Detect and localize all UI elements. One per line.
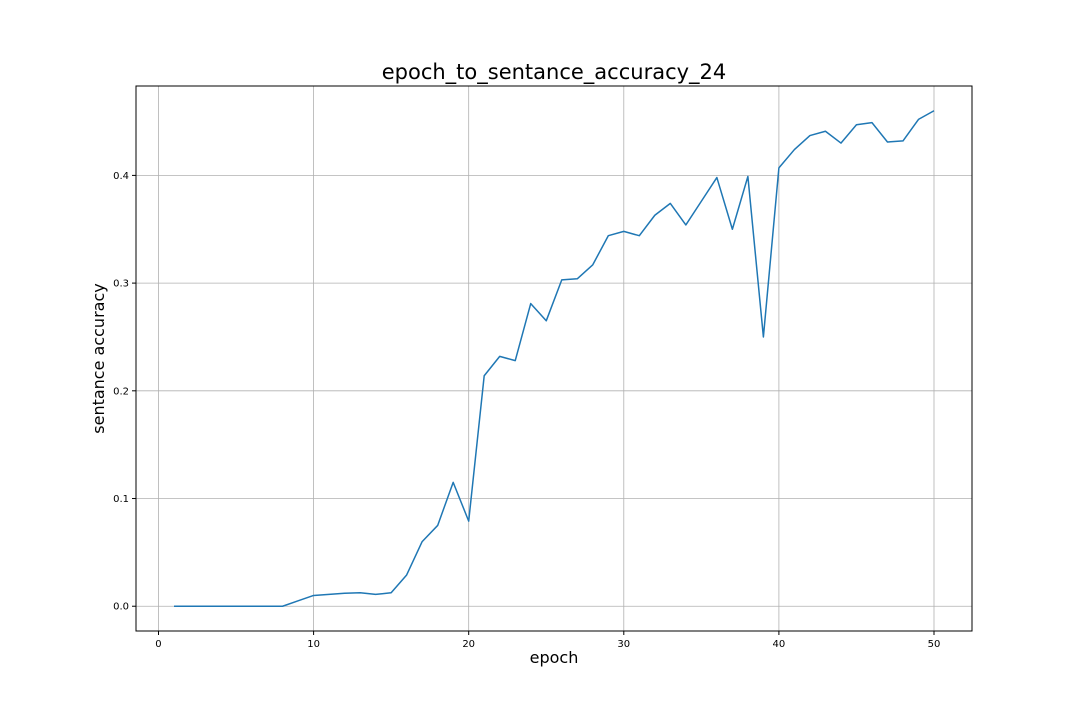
chart-title: epoch_to_sentance_accuracy_24 [382, 60, 727, 85]
y-tick-label: 0.4 [113, 171, 129, 182]
y-tick-label: 0.2 [113, 386, 129, 397]
ticks: 0 10 20 30 40 50 0.0 0.1 0.2 0.3 0.4 [113, 171, 940, 650]
x-tick-label: 0 [155, 639, 161, 650]
y-axis-label: sentance accuracy [89, 283, 108, 433]
x-tick-label: 30 [617, 639, 630, 650]
x-axis-label: epoch [530, 648, 579, 667]
x-tick-label: 10 [307, 639, 320, 650]
y-tick-label: 0.3 [113, 279, 129, 290]
y-tick-label: 0.1 [113, 494, 129, 505]
x-tick-label: 50 [928, 639, 941, 650]
plot-frame [135, 85, 973, 632]
x-tick-label: 20 [462, 639, 475, 650]
x-tick-label: 40 [773, 639, 786, 650]
series-layer [174, 110, 935, 607]
series-line [174, 110, 935, 607]
y-tick-label: 0.0 [113, 602, 129, 613]
